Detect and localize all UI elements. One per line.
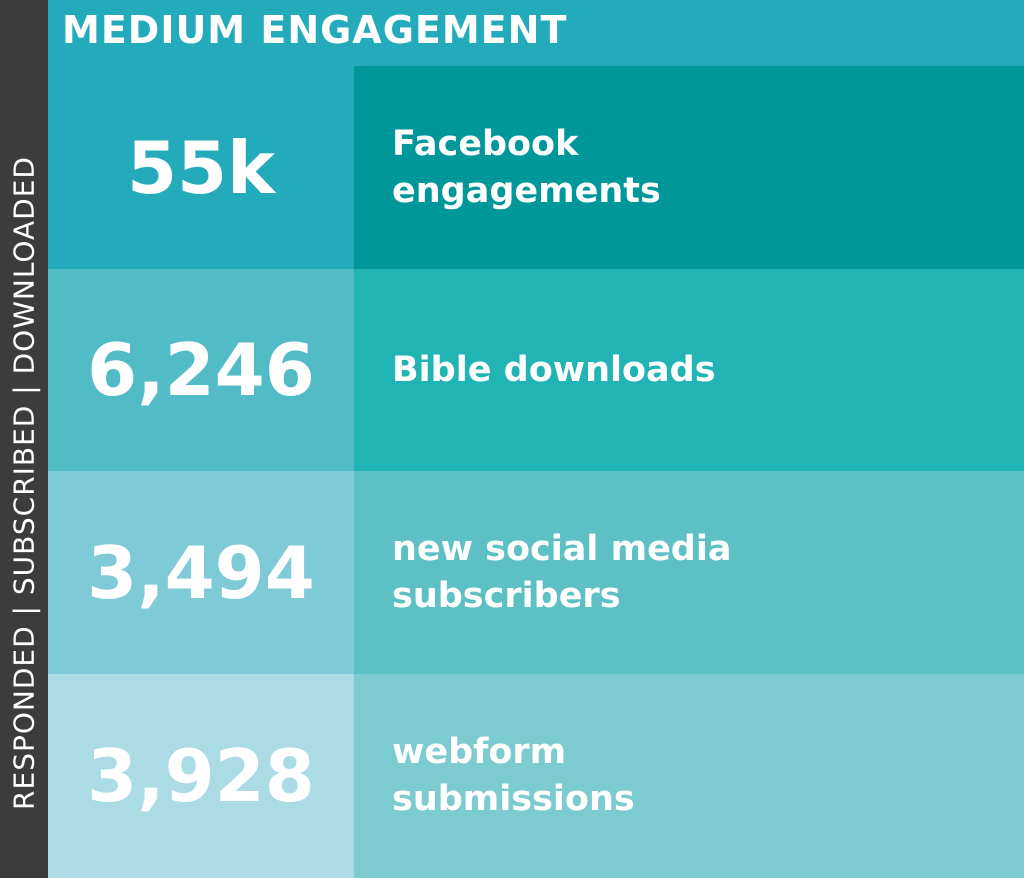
stat-row-social-subscribers: 3,494 new social media subscribers [48, 471, 1024, 674]
stat-value: 3,928 [87, 734, 315, 818]
stat-row-bible-downloads: 6,246 Bible downloads [48, 269, 1024, 471]
stat-value-cell: 55k [48, 66, 354, 269]
stat-value: 3,494 [87, 530, 315, 615]
stat-row-webform: 3,928 webform submissions [48, 674, 1024, 878]
stat-label: new social media subscribers [392, 528, 732, 616]
stat-value-cell: 6,246 [48, 269, 354, 471]
stat-value-cell: 3,928 [48, 674, 354, 878]
side-bar: RESPONDED | SUBSCRIBED | DOWNLOADED [0, 0, 48, 878]
header: MEDIUM ENGAGEMENT [48, 0, 1024, 66]
stat-row-facebook: 55k Facebook engagements [48, 66, 1024, 269]
stat-label-cell: new social media subscribers [354, 471, 1024, 674]
stat-value-cell: 3,494 [48, 471, 354, 674]
stat-label: Bible downloads [392, 349, 716, 390]
page-title: MEDIUM ENGAGEMENT [62, 8, 568, 52]
side-label: RESPONDED | SUBSCRIBED | DOWNLOADED [7, 156, 41, 810]
stat-value: 6,246 [87, 328, 315, 412]
stat-label-cell: webform submissions [354, 674, 1024, 878]
stat-label-cell: Bible downloads [354, 269, 1024, 471]
stat-value: 55k [126, 125, 276, 210]
stat-label: webform submissions [392, 732, 635, 819]
stat-label: Facebook engagements [392, 123, 661, 211]
stat-label-cell: Facebook engagements [354, 66, 1024, 269]
